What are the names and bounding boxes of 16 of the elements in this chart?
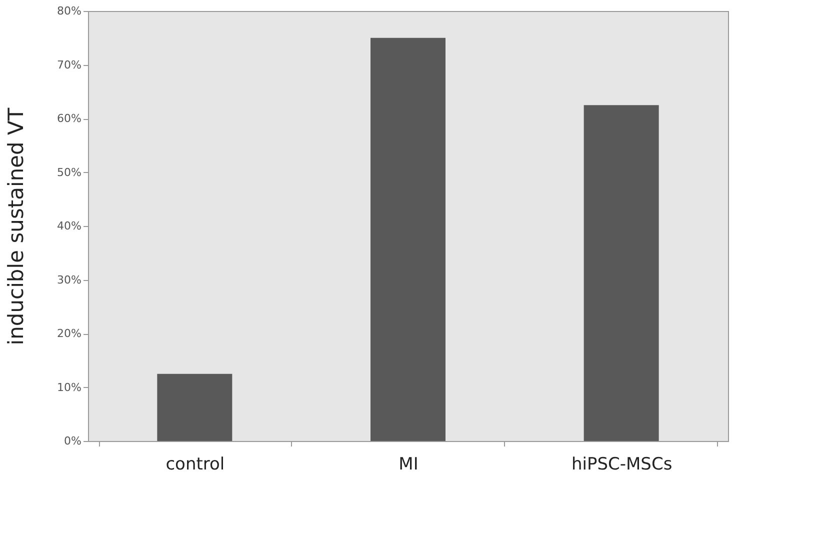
y-tick-label: 70% xyxy=(57,58,82,72)
bar xyxy=(584,105,659,441)
y-tick-label: 10% xyxy=(57,380,82,394)
bar xyxy=(157,374,232,441)
y-tick-label: 20% xyxy=(57,327,82,340)
y-tick-label: 30% xyxy=(57,273,82,286)
x-tick-label: control xyxy=(166,454,225,474)
y-axis-title: inducible sustained VT xyxy=(4,108,28,346)
y-tick-label: 40% xyxy=(57,220,82,232)
x-tick-label: hiPSC-MSCs xyxy=(571,454,672,474)
y-tick-label: 60% xyxy=(57,112,82,125)
x-tick-label: MI xyxy=(398,454,418,474)
y-tick-label: 80% xyxy=(57,4,82,18)
bar xyxy=(370,38,446,441)
y-tick-label: 50% xyxy=(57,166,82,179)
y-tick-label: 0% xyxy=(64,434,82,448)
